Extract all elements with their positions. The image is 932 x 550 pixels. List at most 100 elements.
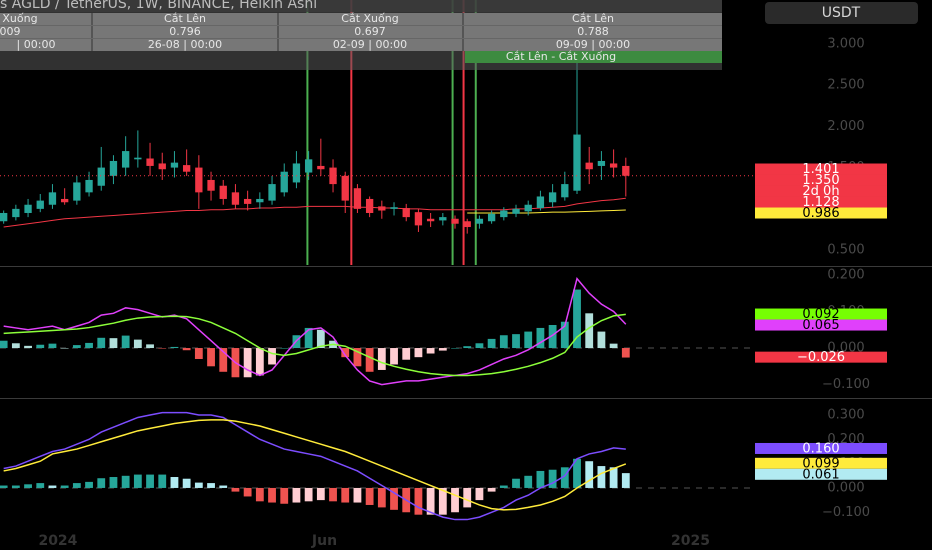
candle-body (597, 160, 606, 166)
table-body (0, 13, 722, 51)
note-cell (465, 51, 722, 63)
histogram-bar (60, 348, 69, 349)
candle-body (182, 165, 191, 172)
histogram-bar (438, 487, 447, 515)
table-cell: 09-09 | 00:00 (556, 38, 630, 51)
table-cell: 26-08 | 00:00 (148, 38, 222, 51)
histogram-bar (280, 487, 289, 504)
histogram-bar (72, 345, 81, 349)
histogram-bar (109, 338, 118, 349)
histogram-bar (597, 466, 606, 488)
value-label: 0.061 (802, 467, 839, 482)
histogram-bar (255, 487, 264, 502)
candle-body (146, 158, 154, 166)
histogram-bar (133, 474, 142, 488)
value-label-box (755, 351, 887, 363)
candle-body (512, 208, 520, 214)
y-tick-label: 2.000 (827, 119, 864, 134)
y-tick-label: −0.100 (822, 505, 870, 520)
histogram-bar (121, 335, 130, 349)
histogram-bar (85, 342, 93, 349)
histogram-bar (377, 348, 386, 370)
candle-body (524, 204, 532, 212)
candle-body (317, 165, 325, 170)
title-row (0, 0, 722, 12)
indicator-line (3, 419, 627, 511)
histogram-bar (85, 481, 93, 488)
histogram-bar (451, 487, 459, 513)
histogram-bar (36, 344, 45, 349)
histogram-bar (536, 470, 545, 488)
histogram-bar (560, 467, 569, 488)
signal-table: s AGLD / TetherUS, 1W, BINANCE, Heikin A… (0, 0, 722, 70)
histogram-bar (48, 343, 57, 349)
histogram-bar (390, 348, 398, 365)
candle-body (85, 179, 93, 193)
table-cell: 0.788 (577, 25, 609, 38)
histogram-bar (548, 469, 557, 488)
histogram-bar (585, 313, 594, 349)
y-tick-label: 0.300 (827, 408, 864, 423)
candle-body (463, 221, 471, 228)
value-label: 0.092 (802, 307, 839, 322)
value-label-box (755, 442, 887, 454)
candle-body (414, 212, 423, 226)
candle-body (60, 198, 69, 203)
table-cell: Cắt Lên (572, 12, 614, 25)
value-label-box (755, 196, 887, 208)
candle-body (536, 196, 545, 209)
histogram-bar (536, 327, 545, 349)
value-label-box (755, 319, 887, 331)
candle-body (475, 218, 484, 224)
candle-body (36, 200, 44, 209)
candle-body (292, 163, 301, 183)
symbol-title: s AGLD / TetherUS, 1W, BINANCE, Heikin A… (0, 0, 317, 12)
indicator-line (3, 276, 627, 386)
histogram-bar (573, 289, 581, 349)
histogram-bar (158, 348, 167, 349)
candle-body (280, 171, 288, 193)
histogram-bar (524, 331, 533, 349)
histogram-bar (487, 487, 496, 492)
currency-button[interactable]: USDT (765, 2, 918, 24)
button-label[interactable]: USDT (822, 5, 861, 21)
histogram-bar (194, 482, 203, 488)
candle-body (158, 163, 166, 170)
value-label: 0.065 (802, 318, 839, 333)
histogram-bar (402, 348, 411, 360)
table-note: Cắt Lên - Cắt Xuống (506, 50, 616, 63)
candle-body (170, 162, 179, 168)
histogram-bar (377, 487, 386, 508)
value-label-box (755, 174, 887, 186)
candle-body (231, 192, 240, 205)
candle-body (0, 212, 8, 222)
candle-body (268, 184, 276, 201)
histogram-bar (316, 487, 325, 501)
y-tick-label: 0.500 (827, 243, 864, 258)
x-tick-label: 2025 (671, 533, 710, 549)
histogram-bar (426, 348, 435, 354)
candle-body (439, 217, 447, 221)
candle-body (585, 162, 593, 170)
histogram-bar (255, 348, 264, 376)
y-tick-label: 2.500 (827, 78, 864, 93)
value-label: −0.026 (797, 350, 845, 365)
candle-body (609, 163, 618, 168)
histogram-bar (182, 348, 191, 351)
candle-body (451, 218, 459, 224)
histogram-bar (219, 348, 228, 372)
button-background[interactable] (765, 2, 918, 24)
histogram-bar (304, 487, 313, 502)
histogram-bar (426, 487, 435, 515)
histogram-bar (329, 487, 337, 502)
y-tick-label: −0.100 (822, 377, 870, 392)
histogram-bar (243, 487, 252, 497)
candle-body (426, 218, 435, 222)
histogram-bar (0, 485, 8, 488)
histogram-bar (475, 487, 484, 501)
histogram-bar (182, 478, 191, 488)
histogram-bar (11, 343, 20, 349)
indicator-line (3, 411, 626, 521)
histogram-bar (268, 348, 276, 365)
